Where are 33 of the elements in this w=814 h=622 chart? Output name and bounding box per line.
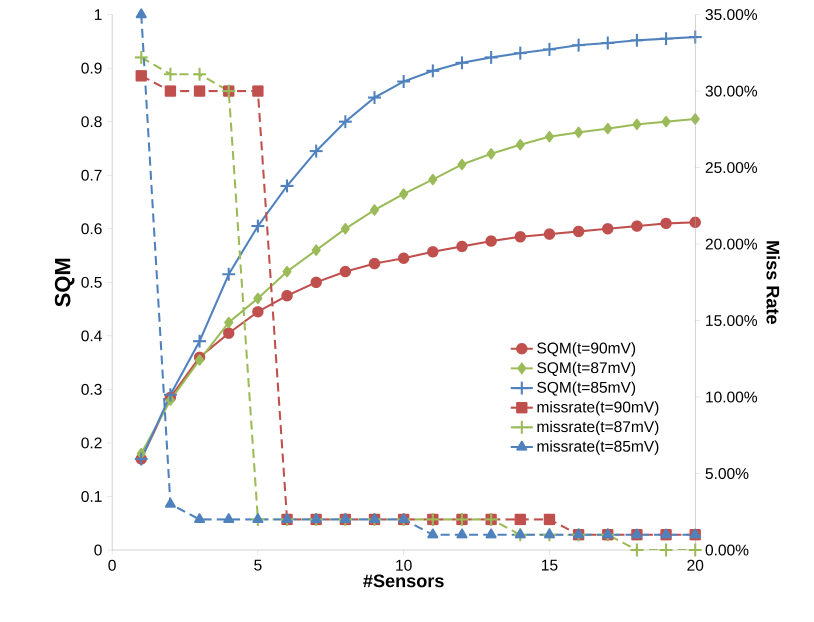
x-tick-label: 15 <box>542 560 558 571</box>
y2-tick-label: 30.00% <box>706 86 758 97</box>
x-tick-label: 0 <box>108 560 116 571</box>
y-axis-title: SQM <box>54 258 74 307</box>
x-tick-label: 5 <box>254 560 262 571</box>
y-tick-label: 0.6 <box>81 223 102 234</box>
y-tick-label: 0.1 <box>81 490 102 502</box>
y-tick-label: 0 <box>94 544 102 556</box>
y-tick-label: 0.9 <box>81 62 102 74</box>
legend-label: SQM(t=90mV) <box>537 342 636 357</box>
y-tick-label: 1 <box>94 9 102 20</box>
y2-tick-label: 25.00% <box>706 162 758 174</box>
y2-tick-label: 5.00% <box>706 468 748 479</box>
y2-tick-label: 15.00% <box>706 315 758 326</box>
y2-tick-label: 10.00% <box>706 392 758 402</box>
y2-axis-title: Miss Rate <box>766 241 780 324</box>
y2-tick-label: 20.00% <box>706 238 758 250</box>
legend-label: SQM(t=87mV) <box>537 362 636 376</box>
legend-label: SQM(t=85mV) <box>537 381 636 396</box>
x-tick-label: 10 <box>396 560 412 571</box>
y-tick-label: 0.2 <box>81 437 102 448</box>
y-tick-label: 0.4 <box>81 330 102 342</box>
legend-label: missrate(t=90mV) <box>538 401 658 416</box>
y2-tick-label: 35.00% <box>706 9 758 20</box>
y-tick-label: 0.7 <box>81 170 102 181</box>
y2-tick-label: 0.00% <box>706 544 748 556</box>
y-tick-label: 0.5 <box>81 276 102 288</box>
y-tick-label: 0.8 <box>81 116 102 128</box>
y-tick-label: 0.3 <box>81 384 102 395</box>
legend-label: missrate(t=85mV) <box>538 440 658 455</box>
x-axis-title: #Sensors <box>363 574 444 588</box>
x-tick-label: 20 <box>687 560 704 571</box>
legend-label: missrate(t=87mV) <box>538 420 658 436</box>
